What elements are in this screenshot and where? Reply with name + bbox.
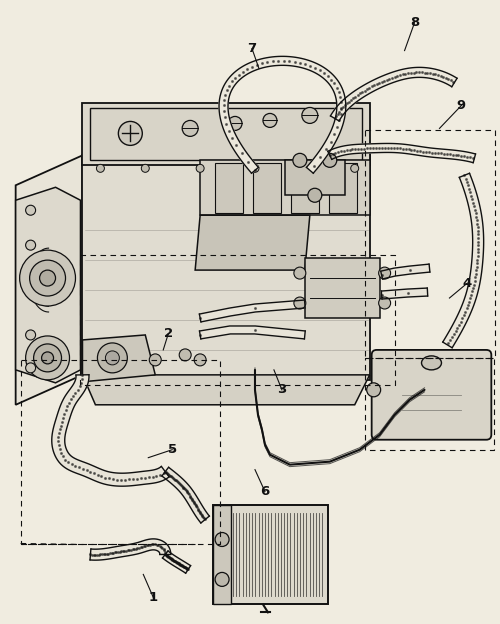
Circle shape: [182, 120, 198, 137]
Polygon shape: [16, 155, 82, 405]
Circle shape: [106, 351, 120, 365]
Text: 8: 8: [410, 16, 419, 29]
Circle shape: [215, 532, 229, 547]
Polygon shape: [200, 160, 370, 215]
Circle shape: [308, 188, 322, 202]
Circle shape: [215, 572, 229, 587]
Circle shape: [350, 164, 358, 172]
Text: 6: 6: [260, 485, 270, 498]
Polygon shape: [16, 187, 80, 383]
Circle shape: [142, 164, 150, 172]
Polygon shape: [82, 335, 156, 382]
Text: 1: 1: [148, 591, 158, 604]
Text: 9: 9: [457, 99, 466, 112]
Polygon shape: [328, 144, 476, 163]
Text: 4: 4: [463, 276, 472, 290]
Text: 2: 2: [164, 328, 173, 341]
Circle shape: [251, 164, 259, 172]
Circle shape: [294, 267, 306, 279]
Circle shape: [26, 240, 36, 250]
Polygon shape: [443, 173, 484, 348]
Polygon shape: [330, 67, 457, 121]
Circle shape: [323, 154, 337, 167]
Circle shape: [306, 164, 314, 172]
Polygon shape: [219, 56, 346, 173]
Text: 3: 3: [278, 383, 286, 396]
Circle shape: [26, 330, 36, 340]
Polygon shape: [52, 375, 169, 486]
Polygon shape: [380, 264, 430, 279]
Text: 7: 7: [248, 42, 256, 55]
Polygon shape: [195, 215, 310, 270]
Circle shape: [40, 270, 56, 286]
Circle shape: [263, 114, 277, 127]
Circle shape: [26, 363, 36, 373]
Polygon shape: [82, 375, 370, 405]
Circle shape: [150, 354, 161, 366]
Polygon shape: [90, 539, 170, 560]
Circle shape: [26, 205, 36, 215]
Polygon shape: [215, 163, 243, 213]
Circle shape: [42, 352, 54, 364]
Circle shape: [366, 383, 380, 397]
Circle shape: [26, 336, 70, 380]
Polygon shape: [329, 163, 356, 213]
Circle shape: [34, 344, 62, 372]
Circle shape: [179, 349, 191, 361]
Polygon shape: [162, 467, 210, 523]
Polygon shape: [200, 300, 305, 322]
Circle shape: [196, 164, 204, 172]
Circle shape: [378, 297, 390, 309]
Polygon shape: [253, 163, 281, 213]
Circle shape: [30, 260, 66, 296]
Circle shape: [302, 107, 318, 124]
Circle shape: [378, 267, 390, 279]
Circle shape: [194, 354, 206, 366]
Polygon shape: [90, 109, 362, 160]
Polygon shape: [382, 288, 428, 299]
Circle shape: [294, 297, 306, 309]
Circle shape: [118, 122, 142, 145]
Polygon shape: [162, 551, 190, 573]
Circle shape: [228, 117, 242, 130]
FancyBboxPatch shape: [372, 350, 492, 440]
Polygon shape: [213, 505, 328, 605]
Ellipse shape: [422, 356, 442, 370]
Polygon shape: [291, 163, 319, 213]
Polygon shape: [213, 505, 231, 605]
Circle shape: [96, 164, 104, 172]
Circle shape: [98, 343, 128, 373]
Polygon shape: [285, 160, 344, 195]
Polygon shape: [82, 155, 370, 380]
Text: 5: 5: [168, 443, 177, 456]
Polygon shape: [200, 326, 305, 339]
Circle shape: [20, 250, 76, 306]
Polygon shape: [82, 104, 370, 165]
Polygon shape: [305, 258, 380, 318]
Circle shape: [293, 154, 307, 167]
